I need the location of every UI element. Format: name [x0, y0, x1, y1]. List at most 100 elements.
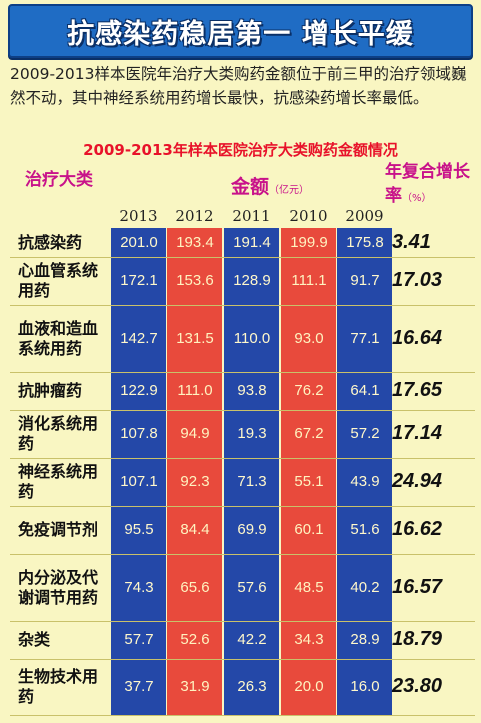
- value-cell-2013: 107.8: [120, 425, 158, 442]
- cagr-value: 17.03: [392, 269, 443, 291]
- row-category: 杂类: [18, 630, 51, 649]
- cagr-header: 年复合增长率（%）: [385, 160, 477, 211]
- value-cell-2013: 172.1: [120, 272, 158, 289]
- value-cell-2012: 111.0: [177, 382, 213, 399]
- row-divider: [10, 410, 475, 411]
- value-cell-2011: 128.9: [233, 272, 271, 289]
- value-cell-2011: 26.3: [237, 678, 267, 695]
- value-cell-2009: 91.7: [350, 272, 380, 289]
- cagr-value: 17.65: [392, 379, 443, 401]
- row-category: 内分泌及代谢调节用药: [18, 567, 99, 607]
- value-cell-2011: 57.6: [237, 578, 267, 596]
- column-2013: [111, 228, 166, 715]
- row-category: 神经系统用药: [18, 462, 99, 501]
- cagr-value: 16.62: [392, 518, 443, 540]
- row-divider: [10, 458, 475, 459]
- value-cell-2009: 175.8: [346, 233, 384, 251]
- value-cell-2010: 34.3: [294, 631, 324, 648]
- row-divider: [10, 715, 475, 716]
- row-divider: [10, 305, 475, 306]
- value-cell-2011: 19.3: [237, 425, 267, 442]
- value-cell-2010: 76.2: [294, 382, 324, 399]
- row-divider: [10, 506, 475, 507]
- value-cell-2010: 55.1: [294, 473, 324, 490]
- value-cell-2010: 93.0: [294, 329, 324, 347]
- value-cell-2009: 16.0: [350, 678, 380, 695]
- row-category: 抗肿瘤药: [18, 381, 83, 400]
- amount-header: 金额（亿元）: [170, 172, 370, 199]
- value-cell-2012: 84.4: [180, 521, 210, 538]
- value-cell-2010: 60.1: [294, 521, 324, 538]
- value-cell-2013: 122.9: [120, 382, 158, 399]
- value-cell-2012: 92.3: [180, 473, 210, 490]
- cagr-header-text: 年复合增长率: [385, 162, 470, 206]
- cagr-value: 16.64: [392, 326, 443, 349]
- value-cell-2009: 43.9: [350, 473, 380, 490]
- value-cell-2013: 95.5: [124, 521, 154, 538]
- row-divider: [10, 257, 475, 258]
- value-cell-2012: 131.5: [176, 329, 214, 347]
- row-divider: [10, 554, 475, 555]
- cagr-unit: （%）: [402, 193, 432, 204]
- value-cell-2009: 57.2: [350, 425, 380, 442]
- column-2012: [167, 228, 222, 715]
- value-cell-2011: 93.8: [237, 382, 267, 399]
- column-2010: [281, 228, 336, 715]
- row-divider: [10, 372, 475, 373]
- value-cell-2012: 52.6: [180, 631, 210, 648]
- year-label: 2013: [119, 207, 158, 225]
- category-header-text: 治疗大类: [25, 170, 93, 190]
- value-cell-2011: 69.9: [237, 521, 267, 538]
- row-category: 血液和造血系统用药: [18, 318, 99, 358]
- value-cell-2012: 153.6: [176, 272, 214, 289]
- amount-unit: （亿元）: [269, 185, 309, 196]
- cagr-value: 16.57: [392, 575, 443, 598]
- cagr-value: 17.14: [392, 422, 443, 444]
- value-cell-2011: 191.4: [233, 233, 271, 251]
- value-cell-2009: 28.9: [350, 631, 380, 648]
- value-cell-2009: 64.1: [350, 382, 380, 399]
- value-cell-2012: 31.9: [180, 678, 210, 695]
- year-label: 2011: [232, 207, 271, 225]
- cagr-value: 24.94: [392, 470, 443, 492]
- row-divider: [10, 659, 475, 660]
- value-cell-2012: 193.4: [176, 233, 214, 251]
- amount-header-text: 金额: [230, 176, 269, 198]
- cagr-value: 3.41: [392, 230, 431, 253]
- value-cell-2013: 74.3: [124, 578, 154, 596]
- intro-paragraph: 2009-2013样本医院年治疗大类购药金额位于前三甲的治疗领域巍然不动，其中神…: [10, 65, 467, 107]
- row-category: 免疫调节剂: [18, 520, 99, 539]
- value-cell-2010: 48.5: [294, 578, 324, 596]
- value-cell-2010: 199.9: [290, 233, 328, 251]
- row-category: 消化系统用药: [18, 414, 99, 453]
- value-cell-2012: 65.6: [180, 578, 210, 596]
- value-cell-2009: 77.1: [350, 329, 380, 347]
- value-cell-2009: 40.2: [350, 578, 380, 596]
- value-cell-2013: 142.7: [120, 329, 158, 347]
- banner-title: 抗感染药稳居第一 增长平缓: [67, 18, 414, 50]
- value-cell-2012: 94.9: [180, 425, 210, 442]
- category-header: 治疗大类: [14, 168, 104, 192]
- title-banner: 抗感染药稳居第一 增长平缓: [8, 4, 473, 58]
- row-category: 心血管系统用药: [18, 261, 99, 300]
- cagr-value: 23.80: [392, 675, 443, 697]
- year-label: 2012: [175, 207, 214, 225]
- value-cell-2011: 110.0: [233, 329, 271, 347]
- value-cell-2011: 42.2: [237, 631, 267, 648]
- value-cell-2013: 201.0: [120, 233, 158, 251]
- year-label: 2010: [289, 207, 328, 225]
- column-2009: [337, 228, 392, 715]
- value-cell-2013: 57.7: [124, 631, 154, 648]
- value-cell-2010: 67.2: [294, 425, 324, 442]
- year-label: 2009: [345, 207, 384, 225]
- chart-title: 2009-2013年样本医院治疗大类购药金额情况: [83, 141, 398, 159]
- cagr-value: 18.79: [392, 628, 443, 650]
- column-2011: [224, 228, 279, 715]
- value-cell-2010: 111.1: [291, 272, 327, 289]
- row-category: 生物技术用药: [18, 667, 99, 706]
- row-divider: [10, 621, 475, 622]
- value-cell-2013: 107.1: [120, 473, 158, 490]
- value-cell-2010: 20.0: [294, 678, 324, 695]
- row-category: 抗感染药: [18, 232, 83, 252]
- value-cell-2013: 37.7: [124, 678, 154, 695]
